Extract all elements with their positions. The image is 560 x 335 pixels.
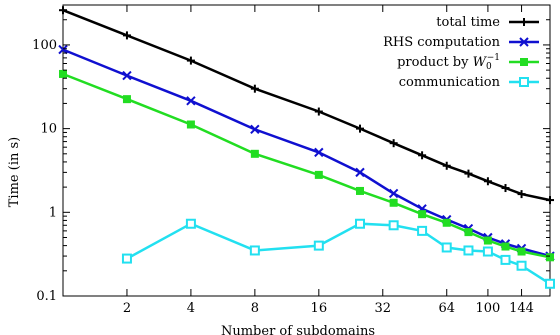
square-marker [249,245,260,256]
y-tick-label: 10 [40,122,57,137]
legend-label: product by W0−1 [397,53,500,72]
x-tick-label: 32 [375,301,392,316]
legend-item: product by W0−1 [397,53,539,72]
x-tick-label: 64 [438,301,455,316]
legend-item: RHS computation [383,35,539,50]
x-marker [314,147,324,158]
x-axis-label: Number of subdomains [221,324,375,335]
series-line [62,72,551,259]
square-marker [464,228,473,237]
square-marker [389,198,398,207]
x-marker [388,188,399,199]
series-3 [121,218,555,289]
x-tick-label: 16 [311,301,328,316]
y-tick-label: 1 [49,205,57,220]
x-tick-label: 100 [475,301,500,316]
square-marker [185,218,196,229]
square-marker [500,254,511,265]
square-marker [519,77,529,87]
square-marker [501,242,510,251]
square-marker [354,218,365,229]
square-marker [463,245,474,256]
x-marker [186,96,196,106]
square-marker [388,220,399,231]
x-tick-label: 4 [187,301,195,316]
plot-area [62,4,551,297]
square-marker [442,218,451,227]
legend: total time RHS computation product by W0−1… [383,15,539,90]
square-marker [482,246,493,257]
square-marker [314,170,323,179]
x-marker [122,70,132,81]
y-axis-label: Time (in s) [7,137,22,207]
square-marker [545,278,555,289]
plot-frame [62,4,551,297]
legend-label: communication [399,75,501,90]
square-marker [441,242,452,253]
series-2 [59,69,554,262]
square-marker [546,253,554,262]
legend-item: total time [436,15,539,30]
x-tick-label: 8 [251,301,259,316]
x-marker [250,124,260,135]
y-tick-label: 0.1 [36,289,57,304]
x-marker [355,167,365,178]
square-marker [122,95,131,104]
square-marker [516,260,527,271]
x-tick-label: 2 [123,301,131,316]
tick-layer: 0.1 1 10 100 2 4 8 16 32 64 100 144 [32,4,550,316]
square-marker [483,236,492,245]
x-tick-label: 144 [509,301,534,316]
square-marker [520,58,528,66]
legend-label: total time [436,15,500,30]
legend-label: RHS computation [383,35,500,50]
x-marker [58,44,68,55]
y-tick-label: 100 [32,38,57,53]
square-marker [59,69,67,78]
square-marker [121,253,132,264]
square-marker [517,247,526,256]
square-marker [186,120,195,129]
x-marker [519,37,529,47]
series-0 [59,6,554,205]
square-marker [418,210,427,219]
series-layer [58,6,555,289]
square-marker [417,225,428,236]
square-marker [355,186,364,195]
series-line [62,9,551,202]
square-marker [250,149,259,158]
square-marker [313,240,324,251]
legend-item: communication [399,75,539,90]
